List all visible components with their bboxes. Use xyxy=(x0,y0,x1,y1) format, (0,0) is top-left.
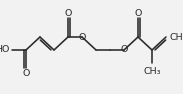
Text: CH₂: CH₂ xyxy=(169,33,183,41)
Text: O: O xyxy=(120,45,128,55)
Text: HO: HO xyxy=(0,45,10,55)
Text: O: O xyxy=(22,69,30,77)
Text: CH₃: CH₃ xyxy=(143,67,161,76)
Text: O: O xyxy=(64,8,72,17)
Text: O: O xyxy=(134,8,142,17)
Text: O: O xyxy=(78,33,86,41)
